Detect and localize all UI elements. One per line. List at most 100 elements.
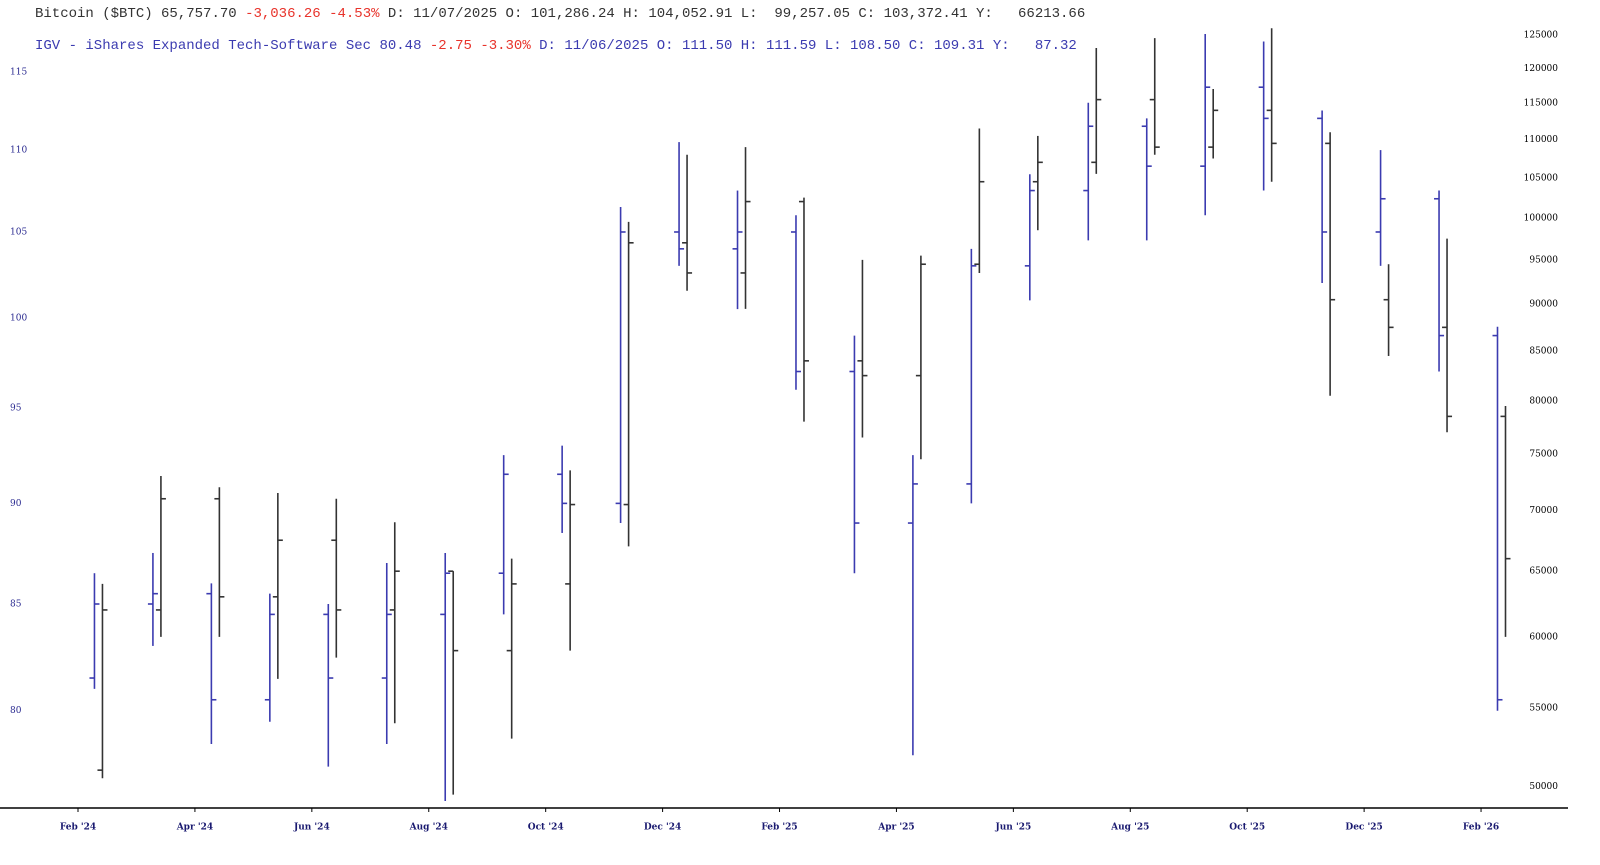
y-tick-label: 85 — [10, 600, 22, 610]
ohlc-bar — [565, 470, 576, 651]
ohlc-bar — [915, 255, 926, 460]
x-tick-label: Oct '25 — [1229, 823, 1265, 833]
ohlc-bar — [381, 563, 392, 745]
y-tick-label: 100 — [10, 313, 27, 323]
y-tick-label: 80 — [10, 706, 22, 716]
ohlc-bar — [1434, 190, 1445, 372]
change: -2.75 — [430, 38, 472, 54]
ohlc-bar — [440, 552, 451, 802]
ohlc-bar — [740, 147, 751, 309]
y-tick-label: 105 — [10, 227, 27, 237]
ohlc-bar — [1325, 132, 1336, 396]
x-tick-label: Oct '24 — [528, 823, 564, 833]
ohlc-bar — [214, 487, 225, 637]
y2-tick-label: 100000 — [1524, 213, 1559, 223]
y2-tick-label: 75000 — [1529, 449, 1558, 459]
ohlc-bar — [1141, 118, 1152, 241]
y2-tick-label: 95000 — [1529, 255, 1558, 265]
y2-tick-label: 90000 — [1529, 300, 1558, 310]
x-tick-label: Dec '24 — [644, 823, 681, 833]
ohlc-bar — [1083, 102, 1094, 241]
y2-tick-label: 60000 — [1529, 632, 1558, 642]
ohlc-bar — [323, 604, 334, 767]
x-tick-label: Jun '25 — [994, 823, 1031, 833]
y-tick-label: 110 — [10, 146, 27, 156]
x-tick-label: Dec '25 — [1345, 823, 1382, 833]
ohlc-bar — [849, 335, 860, 574]
ohlc-bar — [1266, 28, 1277, 182]
change: -3,036.26 — [245, 6, 321, 22]
y-tick-label: 90 — [10, 499, 22, 509]
ohlc-bar — [1258, 41, 1269, 191]
series-name: IGV - iShares Expanded Tech-Software Sec — [35, 38, 371, 54]
ohlc-bar — [1091, 48, 1102, 174]
y2-tick-label: 50000 — [1529, 782, 1558, 792]
y2-tick-label: 115000 — [1524, 99, 1559, 109]
ohlc-bar — [674, 142, 685, 266]
ohlc-bar — [623, 221, 634, 547]
details: D: 11/06/2025 O: 111.50 H: 111.59 L: 108… — [539, 38, 1077, 54]
ohlc-bar — [206, 583, 217, 745]
ohlc-bar — [974, 128, 985, 273]
ohlc-bar — [615, 207, 626, 524]
ohlc-bar — [557, 445, 568, 533]
series-name: Bitcoin ($BTC) — [35, 6, 153, 22]
ohlc-bar — [732, 190, 743, 310]
ohlc-bar — [389, 522, 400, 724]
ohlc-bar — [857, 259, 868, 438]
ohlc-bar — [155, 475, 166, 637]
ohlc-bar — [1375, 150, 1386, 266]
ohlc-bar — [907, 455, 918, 756]
ohlc-bar — [790, 215, 801, 390]
y2-tick-label: 105000 — [1524, 173, 1559, 183]
ohlc-bar — [1200, 33, 1211, 216]
x-tick-label: Feb '25 — [761, 823, 797, 833]
y2-tick-label: 70000 — [1529, 506, 1558, 516]
ohlc-bar — [506, 558, 517, 739]
last-price: 65,757.70 — [161, 6, 237, 22]
ohlc-bar — [1032, 135, 1043, 231]
details: D: 11/07/2025 O: 101,286.24 H: 104,052.9… — [388, 6, 1085, 22]
last-price: 80.48 — [379, 38, 421, 54]
header-btc: Bitcoin ($BTC) 65,757.70 -3,036.26 -4.53… — [35, 6, 1085, 22]
ohlc-bar — [798, 197, 809, 422]
y2-tick-label: 120000 — [1524, 64, 1559, 74]
ohlc-bar — [1208, 89, 1219, 159]
ohlc-bar — [1500, 406, 1511, 637]
change-pct: -4.53% — [329, 6, 380, 22]
ohlc-bar — [97, 583, 108, 779]
y2-tick-label: 80000 — [1529, 396, 1558, 406]
ohlc-bar — [1149, 38, 1160, 155]
change-pct: -3.30% — [480, 38, 531, 54]
ohlc-bar — [682, 154, 693, 291]
y-tick-label: 95 — [10, 404, 22, 414]
ohlc-bar — [448, 570, 459, 795]
y2-tick-label: 125000 — [1524, 30, 1559, 40]
ohlc-bar — [331, 498, 342, 658]
y2-tick-label: 65000 — [1529, 567, 1558, 577]
x-tick-label: Apr '25 — [877, 823, 914, 833]
header-igv: IGV - iShares Expanded Tech-Software Sec… — [35, 38, 1077, 54]
x-tick-label: Jun '24 — [293, 823, 330, 833]
y2-tick-label: 85000 — [1529, 347, 1558, 357]
x-tick-label: Feb '26 — [1463, 823, 1499, 833]
y2-tick-label: 110000 — [1524, 135, 1559, 145]
ohlc-bar — [498, 455, 509, 615]
y2-tick-label: 55000 — [1529, 704, 1558, 714]
plot-area — [89, 28, 1511, 802]
ohlc-bar — [264, 593, 275, 722]
y-tick-label: 115 — [10, 67, 27, 77]
x-tick-label: Feb '24 — [60, 823, 96, 833]
ohlc-bar — [272, 493, 283, 679]
ohlc-bar — [966, 248, 977, 504]
ohlc-bar — [147, 552, 158, 646]
ohlc-bar — [1317, 110, 1328, 284]
ohlc-bar — [1492, 326, 1503, 711]
x-tick-label: Aug '25 — [1110, 823, 1149, 833]
ohlc-bar — [1442, 238, 1453, 433]
x-tick-label: Apr '24 — [176, 823, 213, 833]
ohlc-bar — [1383, 264, 1394, 356]
x-tick-label: Aug '24 — [409, 823, 448, 833]
